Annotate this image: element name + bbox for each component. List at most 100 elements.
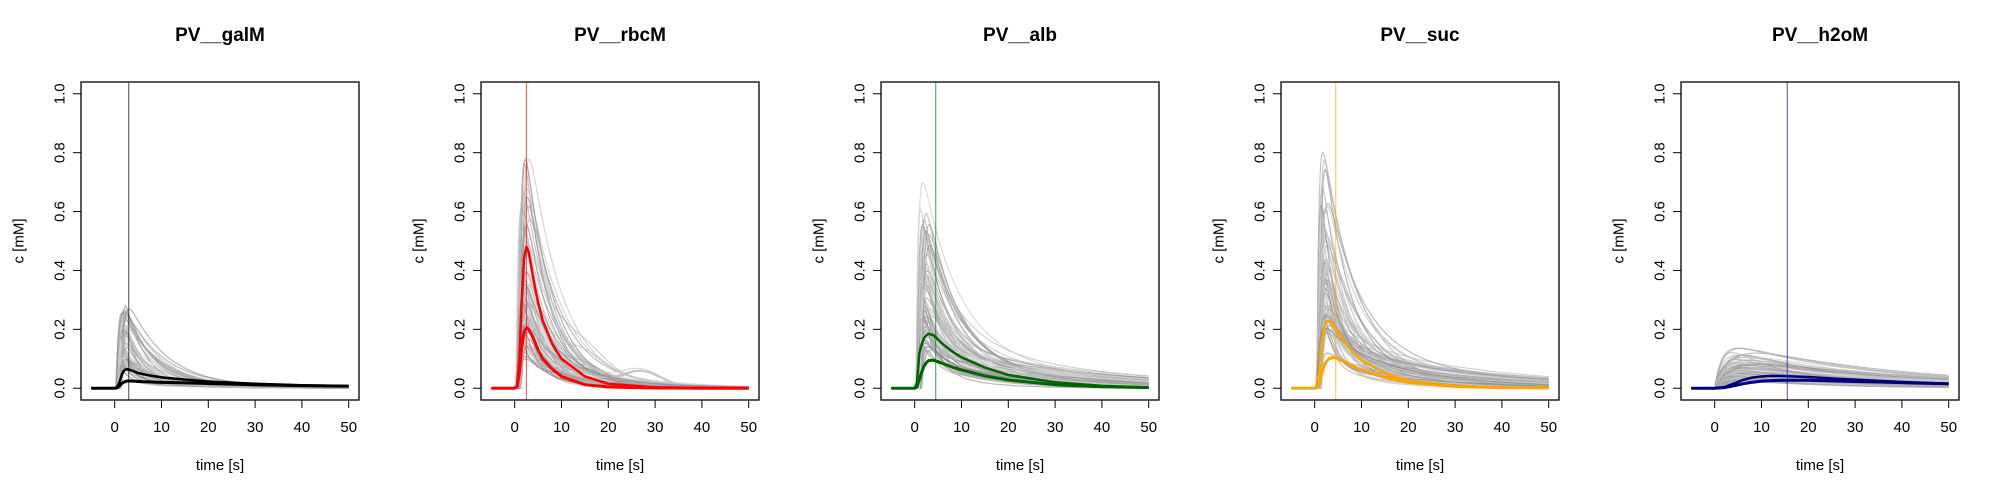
x-axis-label: time [s] xyxy=(1796,457,1844,474)
background-curve xyxy=(91,322,349,389)
y-tick-label: 0.0 xyxy=(1652,378,1669,399)
background-curve xyxy=(1691,354,1949,389)
x-tick-label: 10 xyxy=(1353,419,1370,436)
x-axis: 0 10 20 30 40 50 xyxy=(511,399,757,436)
y-axis: 0.0 0.2 0.4 0.6 0.8 1.0 xyxy=(852,83,882,399)
background-curves xyxy=(891,181,1149,389)
panel-title: PV__suc xyxy=(1380,25,1460,46)
x-tick-label: 20 xyxy=(600,419,617,436)
x-tick-label: 40 xyxy=(1494,419,1511,436)
panel-title: PV__rbcM xyxy=(574,25,666,46)
y-tick-label: 0.6 xyxy=(452,201,469,222)
x-axis: 0 10 20 30 40 50 xyxy=(1311,399,1557,436)
y-axis-label: c [mM] xyxy=(811,219,828,264)
plot-area xyxy=(491,82,749,400)
x-tick-label: 20 xyxy=(1800,419,1817,436)
y-tick-label: 0.4 xyxy=(852,260,869,281)
y-axis-label: c [mM] xyxy=(1211,219,1228,264)
plot-area xyxy=(1691,82,1949,400)
x-tick-label: 10 xyxy=(953,419,970,436)
x-tick-label: 40 xyxy=(294,419,311,436)
y-tick-label: 1.0 xyxy=(452,83,469,104)
background-curve xyxy=(1691,352,1949,389)
background-curve xyxy=(891,276,1149,389)
y-axis: 0.0 0.2 0.4 0.6 0.8 1.0 xyxy=(452,83,482,399)
x-tick-label: 0 xyxy=(511,419,519,436)
background-curve xyxy=(891,181,1149,389)
y-tick-label: 0.8 xyxy=(852,142,869,163)
x-axis: 0 10 20 30 40 50 xyxy=(111,399,357,436)
background-curve xyxy=(91,323,349,389)
y-tick-label: 0.8 xyxy=(1652,142,1669,163)
series-line-2 xyxy=(891,358,1149,390)
y-tick-label: 0.8 xyxy=(452,142,469,163)
y-axis: 0.0 0.2 0.4 0.6 0.8 1.0 xyxy=(1252,83,1282,399)
y-tick-label: 0.2 xyxy=(852,319,869,340)
y-tick-label: 1.0 xyxy=(852,83,869,104)
background-curves xyxy=(491,157,749,389)
plot-frame xyxy=(1680,81,1960,401)
x-tick-label: 40 xyxy=(694,419,711,436)
x-tick-label: 10 xyxy=(153,419,170,436)
panel-title: PV__alb xyxy=(983,25,1057,46)
x-tick-label: 20 xyxy=(1000,419,1017,436)
x-tick-label: 50 xyxy=(1140,419,1157,436)
y-tick-label: 0.8 xyxy=(52,142,69,163)
background-curve xyxy=(1691,363,1949,389)
y-tick-label: 0.0 xyxy=(1252,378,1269,399)
x-axis-label: time [s] xyxy=(196,457,244,474)
background-curves xyxy=(1291,151,1549,389)
y-tick-label: 0.4 xyxy=(52,260,69,281)
background-curve xyxy=(1291,167,1549,389)
x-axis-label: time [s] xyxy=(996,457,1044,474)
y-tick-label: 0.2 xyxy=(52,319,69,340)
x-tick-label: 30 xyxy=(647,419,664,436)
y-tick-label: 0.6 xyxy=(852,201,869,222)
x-tick-label: 30 xyxy=(1847,419,1864,436)
plot-area xyxy=(891,82,1149,400)
series-line-2 xyxy=(491,326,749,390)
y-tick-label: 0.0 xyxy=(852,378,869,399)
series-line-1 xyxy=(91,367,349,390)
series-line-2 xyxy=(91,379,349,390)
series-line-1 xyxy=(891,332,1149,390)
x-tick-label: 30 xyxy=(247,419,264,436)
x-tick-label: 40 xyxy=(1894,419,1911,436)
x-tick-label: 50 xyxy=(1940,419,1957,436)
background-curve xyxy=(491,284,749,389)
x-tick-label: 0 xyxy=(1711,419,1719,436)
y-axis-label: c [mM] xyxy=(11,219,28,264)
y-axis: 0.0 0.2 0.4 0.6 0.8 1.0 xyxy=(1652,83,1682,399)
y-tick-label: 0.6 xyxy=(52,201,69,222)
y-axis-label: c [mM] xyxy=(411,219,428,264)
background-curve xyxy=(891,258,1149,389)
y-tick-label: 0.2 xyxy=(452,319,469,340)
panel-title: PV__h2oM xyxy=(1772,25,1868,46)
background-curve xyxy=(891,234,1149,389)
x-axis-label: time [s] xyxy=(596,457,644,474)
x-tick-label: 50 xyxy=(740,419,757,436)
y-tick-label: 1.0 xyxy=(52,83,69,104)
series-line-2 xyxy=(1291,355,1549,390)
x-tick-label: 0 xyxy=(911,419,919,436)
y-tick-label: 0.4 xyxy=(1652,260,1669,281)
background-curve xyxy=(1291,327,1549,389)
x-tick-label: 20 xyxy=(200,419,217,436)
y-tick-label: 0.8 xyxy=(1252,142,1269,163)
y-tick-label: 1.0 xyxy=(1652,83,1669,104)
x-tick-label: 0 xyxy=(111,419,119,436)
background-curve xyxy=(1691,347,1949,389)
y-tick-label: 0.0 xyxy=(52,378,69,399)
y-tick-label: 0.4 xyxy=(452,260,469,281)
x-axis: 0 10 20 30 40 50 xyxy=(1711,399,1957,436)
background-curve xyxy=(891,229,1149,389)
x-tick-label: 10 xyxy=(553,419,570,436)
background-curve xyxy=(891,282,1149,389)
y-axis: 0.0 0.2 0.4 0.6 0.8 1.0 xyxy=(52,83,82,399)
background-curve xyxy=(1691,378,1949,389)
